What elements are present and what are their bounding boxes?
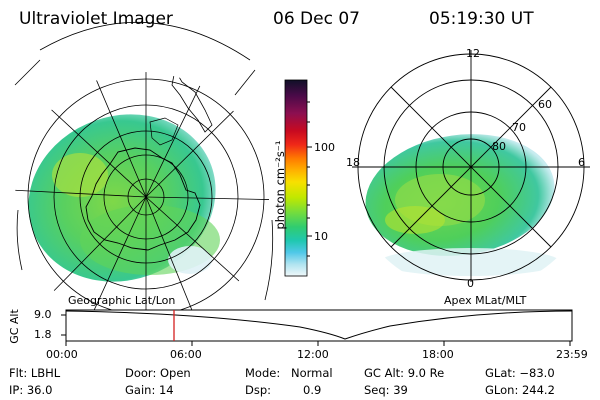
apex-map [352,50,590,282]
gc-alt-axis-label: GC Alt [7,309,21,344]
status-flt: Flt: LBHL [9,366,61,380]
altitude-curve [65,310,573,340]
mlt-label-0: 0 [467,277,474,290]
status-gain: Gain: 14 [125,383,174,397]
geographic-map [15,72,269,326]
alt-tick-1-8: 1.8 [34,328,52,341]
instrument-title: Ultraviolet Imager [19,9,173,29]
status-glat: GLat: −83.0 [485,366,555,380]
time-tick-1200: 12:00 [297,348,329,361]
colorbar-tick-100: 100 [314,141,335,154]
alt-tick-9: 9.0 [34,308,52,321]
status-ip: IP: 36.0 [9,383,53,397]
color-bar [284,79,308,277]
apex-caption: Apex MLat/MLT [444,294,527,307]
lat-label-70: 70 [512,121,526,134]
status-dsp-value: 0.9 [303,383,322,397]
lat-label-60: 60 [538,98,552,111]
status-mode-value: Normal [291,366,333,380]
date-label: 06 Dec 07 [273,9,360,29]
time-tick-1800: 18:00 [422,348,454,361]
status-mode-label: Mode: [245,366,281,380]
status-seq: Seq: 39 [364,383,408,397]
geographic-caption: Geographic Lat/Lon [68,294,176,307]
time-tick-2359: 23:59 [556,348,588,361]
status-door: Door: Open [125,366,191,380]
coastline [85,147,201,251]
status-dsp-label: Dsp: [245,383,272,397]
mlt-label-6: 6 [578,156,585,169]
colorbar-tick-10: 10 [314,230,328,243]
mlt-label-18: 18 [346,156,360,169]
status-glon: GLon: 244.2 [485,383,555,397]
lat-label-80: 80 [492,140,506,153]
status-gc-alt: GC Alt: 9.0 Re [364,366,445,380]
time-tick-0000: 00:00 [46,348,78,361]
colorbar-units-label: photon cm⁻²s⁻¹ [273,140,287,230]
altitude-strip [61,309,573,346]
time-tick-0600: 06:00 [170,348,202,361]
time-label: 05:19:30 UT [429,9,534,29]
mlt-label-12: 12 [466,47,480,60]
